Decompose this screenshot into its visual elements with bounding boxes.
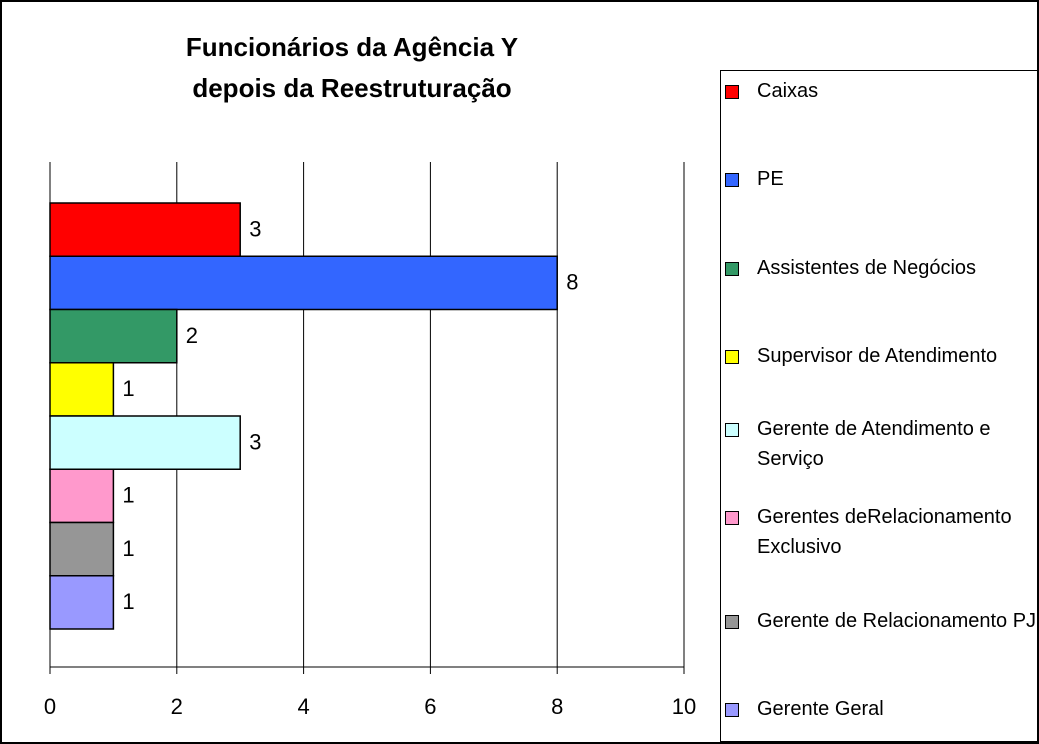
legend-swatch — [725, 85, 739, 99]
legend: Caixas PE Assistentes de Negócios Superviso… — [720, 70, 1037, 742]
legend-label: Gerente Geral — [757, 698, 884, 720]
chart-title: Funcionários da Agência Y — [186, 32, 518, 62]
data-label: 3 — [249, 429, 261, 454]
data-label: 1 — [122, 536, 134, 561]
legend-item: Gerente Geral — [725, 694, 1025, 724]
legend-swatch — [725, 511, 739, 526]
data-label: 1 — [122, 483, 134, 508]
legend-item: Gerente de Relacionamento PJ — [725, 606, 1036, 636]
legend-label: PE — [757, 168, 784, 191]
data-label: 2 — [186, 323, 198, 348]
x-tick-label: 10 — [672, 694, 696, 719]
bar — [49, 308, 178, 364]
data-label: 3 — [249, 216, 261, 241]
bar — [49, 202, 241, 257]
data-label: 8 — [566, 270, 578, 295]
legend-item: PE — [725, 164, 1025, 194]
legend-swatch — [725, 261, 739, 276]
legend-swatch — [725, 349, 739, 364]
legend-label: Gerentes deRelacionamento Exclusivo — [757, 506, 1012, 559]
bar — [49, 521, 115, 577]
legend-item: Supervisor de Atendimento — [725, 341, 1025, 371]
legend-label: Gerente de Relacionamento PJ — [757, 609, 1037, 632]
chart-title: depois da Reestruturação — [192, 73, 511, 103]
legend-item: Caixas — [725, 76, 1025, 106]
legend-swatch — [725, 614, 739, 629]
x-tick-label: 0 — [44, 694, 56, 719]
bar — [49, 415, 241, 470]
x-tick-label: 8 — [551, 694, 563, 719]
legend-item: Assistentes de Negócios — [725, 253, 1025, 283]
legend-label: Assistentes de Negócios — [757, 256, 977, 279]
legend-item: Gerentes deRelacionamento Exclusivo — [725, 502, 1025, 562]
legend-label: Caixas — [757, 80, 819, 102]
legend-label: Gerente de Atendimento e Serviço — [757, 418, 991, 471]
bar — [49, 362, 115, 417]
legend-label: Supervisor de Atendimento — [757, 344, 998, 367]
bar — [49, 468, 115, 524]
bar — [49, 575, 115, 630]
legend-swatch — [725, 423, 739, 438]
legend-swatch — [725, 173, 739, 188]
x-tick-label: 6 — [424, 694, 436, 719]
legend-swatch — [725, 703, 739, 717]
bar — [49, 255, 558, 311]
x-tick-label: 4 — [297, 694, 309, 719]
x-tick-label: 2 — [171, 694, 183, 719]
data-label: 1 — [122, 376, 134, 401]
legend-item: Gerente de Atendimento e Serviço — [725, 414, 1025, 474]
data-label: 1 — [122, 589, 134, 614]
